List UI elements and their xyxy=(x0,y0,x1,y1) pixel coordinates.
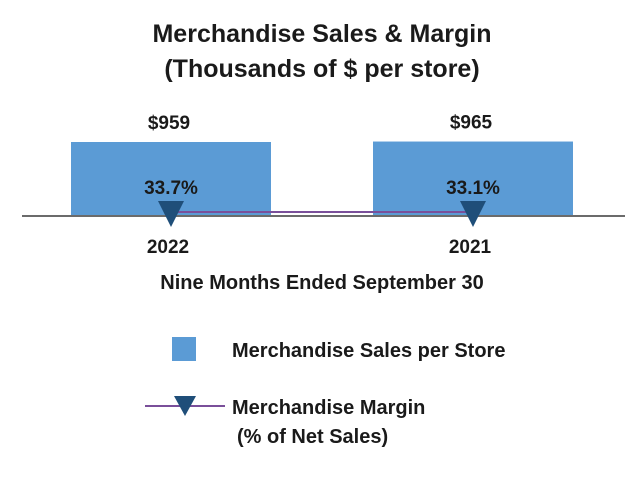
legend-sales-label: Merchandise Sales per Store xyxy=(232,340,505,362)
margin-value-label-2021: 33.1% xyxy=(446,178,500,199)
labels-group: $959 2022 $965 2021 33.7% 33.1% xyxy=(144,113,500,258)
x-axis-label: Nine Months Ended September 30 xyxy=(160,272,483,294)
margin-value-label-2022: 33.7% xyxy=(144,178,198,199)
chart-subtitle: (Thousands of $ per store) xyxy=(164,55,479,83)
margin-marker-2022 xyxy=(158,201,184,227)
margin-series-group xyxy=(158,201,486,227)
legend-margin-label-line1: Merchandise Margin xyxy=(232,397,425,419)
legend-margin-marker xyxy=(174,396,196,416)
chart-title: Merchandise Sales & Margin xyxy=(152,20,491,48)
bar-value-label-2022: $959 xyxy=(148,113,190,134)
legend-bar-swatch xyxy=(172,337,196,361)
bar-value-label-2021: $965 xyxy=(450,113,493,134)
category-label-2021: 2021 xyxy=(449,237,492,258)
legend: Merchandise Sales per Store Merchandise … xyxy=(145,337,505,448)
legend-margin-label-line2: (% of Net Sales) xyxy=(237,426,388,448)
margin-marker-2021 xyxy=(460,201,486,227)
bars-group xyxy=(71,141,573,216)
category-label-2022: 2022 xyxy=(147,237,189,258)
